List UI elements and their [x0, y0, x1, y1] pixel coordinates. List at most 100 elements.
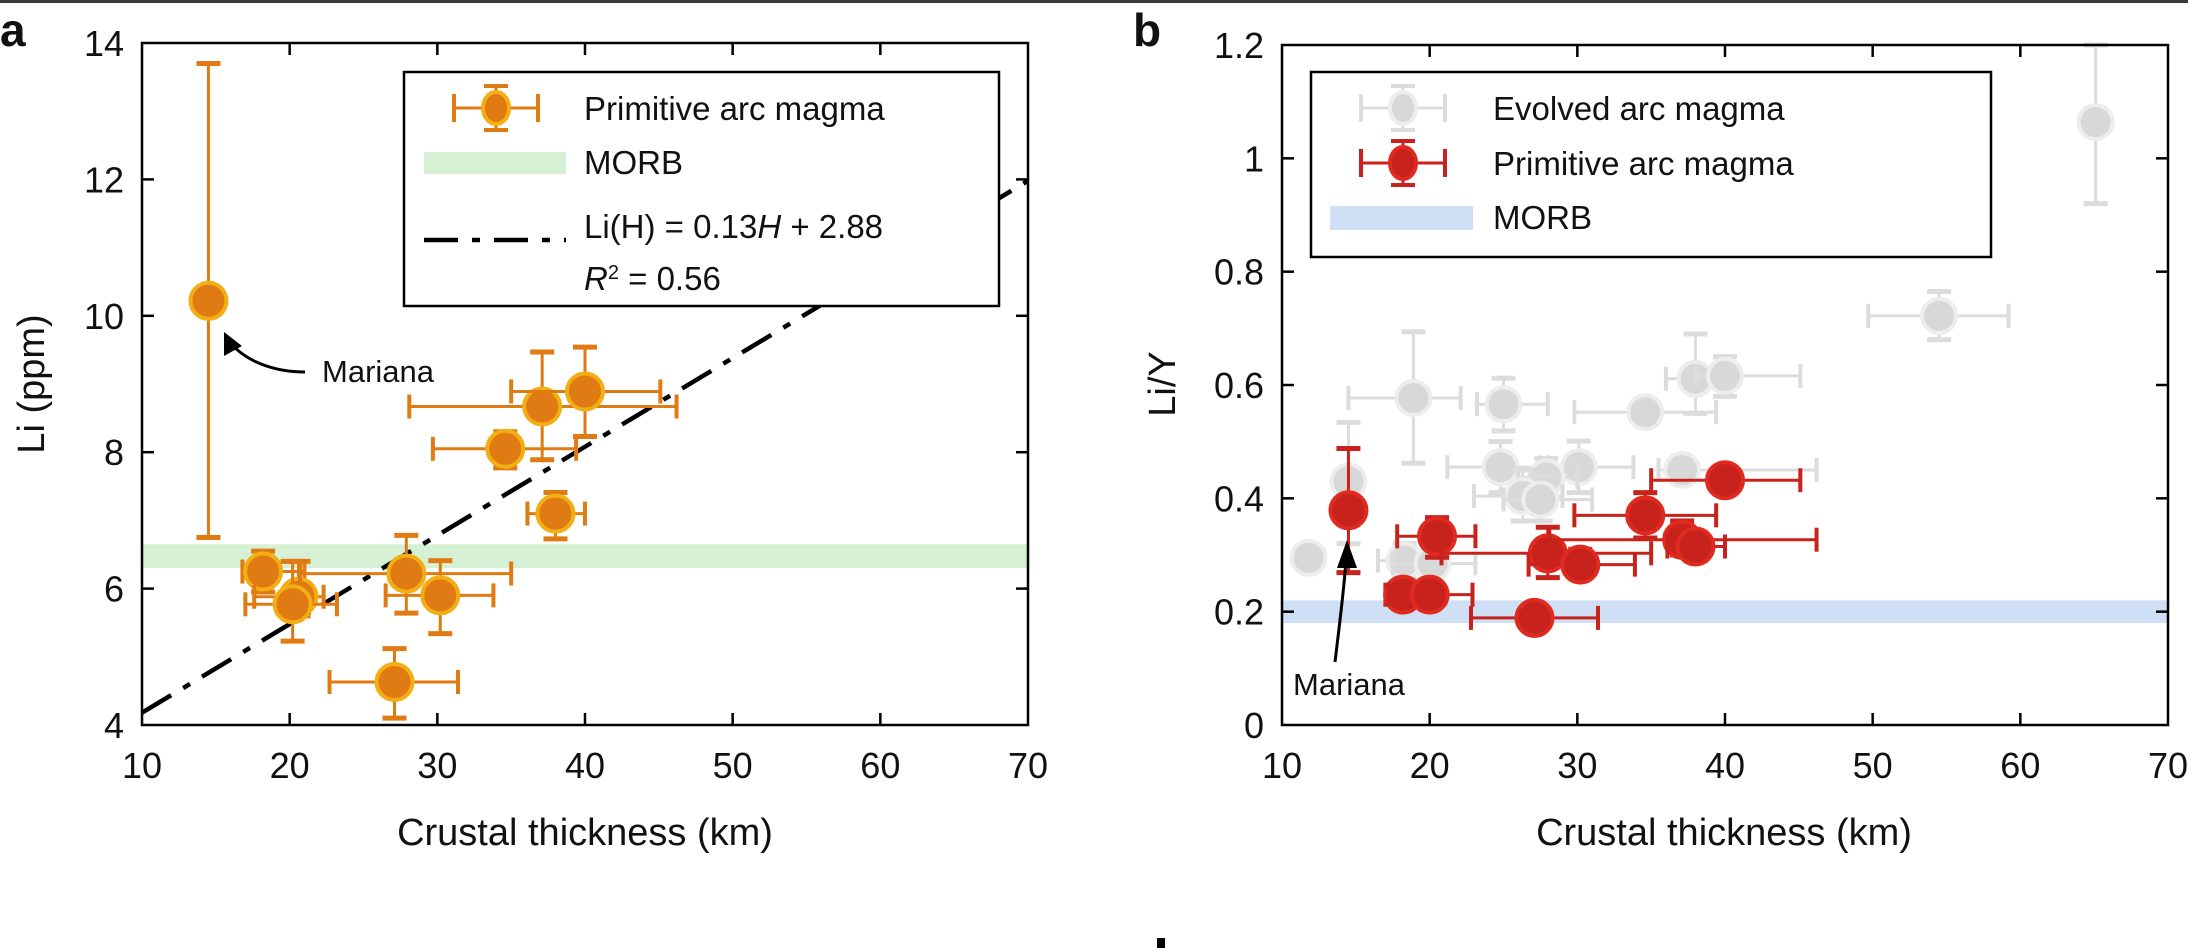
legend-marker	[481, 90, 511, 126]
panel-letter-a: a	[0, 4, 26, 56]
marker	[1560, 544, 1601, 585]
marker	[1705, 460, 1745, 501]
x-tick-label-b: 40	[1705, 745, 1745, 786]
legend-swatch-morb	[424, 152, 566, 174]
marker	[272, 584, 313, 625]
marker	[1920, 296, 1959, 335]
marker	[1514, 597, 1555, 638]
marker	[1289, 538, 1328, 577]
morb-band-a	[142, 544, 1028, 569]
marker	[1409, 574, 1450, 615]
data-point-evolved	[1572, 393, 1719, 432]
y-tick-label-b: 0	[1244, 705, 1264, 746]
data-point-primitive	[1469, 597, 1601, 638]
data-point-evolved	[1474, 375, 1550, 434]
x-tick-label-a: 10	[122, 745, 162, 786]
data-point-primitive	[1386, 574, 1475, 615]
marker	[1417, 516, 1458, 557]
marker	[1394, 379, 1433, 418]
marker	[522, 386, 563, 427]
x-tick-label-b: 20	[1410, 745, 1450, 786]
y-tick-label-b: 0.4	[1214, 478, 1264, 519]
marker	[1484, 385, 1523, 424]
panel-a: a 10 20 30 40 50 60 70 4 6 8 10 12 14 Crustal thickn…	[0, 4, 1048, 854]
marker	[386, 553, 427, 594]
x-tick-label-a: 20	[270, 745, 310, 786]
x-tick-label-b: 60	[2000, 745, 2040, 786]
x-tick-label-a: 70	[1008, 745, 1048, 786]
marker	[374, 662, 415, 703]
primitive-points-a	[188, 60, 679, 721]
legend-box-a	[402, 70, 1001, 308]
data-point-primitive	[407, 349, 679, 463]
marker	[188, 280, 229, 321]
marker	[2076, 103, 2115, 142]
data-point-evolved	[1289, 538, 1328, 577]
legend-a: Primitive arc magma MORB Li(H) = 0.13H + 2…	[402, 70, 1001, 308]
marker	[1675, 526, 1716, 567]
morb-band-rect-a	[142, 544, 1028, 569]
legend-label-fit: Li(H) = 0.13H + 2.88	[584, 208, 883, 245]
marker	[1481, 448, 1520, 487]
x-tick-label-b: 50	[1853, 745, 1893, 786]
marker	[420, 575, 461, 616]
x-tick-label-b: 70	[2148, 745, 2188, 786]
mariana-label-a: Mariana	[322, 354, 435, 389]
data-point-evolved	[1501, 473, 1595, 524]
data-point-primitive	[509, 344, 663, 440]
legend-label-morb: MORB	[584, 144, 683, 181]
y-tick-label-a: 14	[84, 23, 124, 64]
x-tick-label-a: 40	[565, 745, 605, 786]
mariana-arrow-b	[1333, 559, 1348, 663]
mariana-label-b: Mariana	[1293, 667, 1406, 702]
legend-label-r2: R2 = 0.56	[584, 260, 721, 297]
panel-b: b 10 20 30 40 50 60 70 0 0.2 0.4 0.6 0.8 1 1.2 Crusta…	[1133, 4, 2188, 854]
data-point-primitive	[383, 558, 496, 637]
data-point-primitive	[298, 532, 514, 616]
x-tick-label-b: 30	[1557, 745, 1597, 786]
y-tick-label-a: 8	[104, 432, 124, 473]
legend-label-primitive: Primitive arc magma	[584, 90, 885, 127]
marker	[243, 551, 284, 592]
panel-letter-b: b	[1133, 4, 1161, 56]
legend-swatch-morb	[1330, 206, 1473, 230]
data-point-primitive	[243, 558, 339, 644]
legend-marker	[1388, 90, 1418, 126]
y-tick-label-b: 1.2	[1214, 25, 1264, 66]
marker	[1328, 490, 1369, 531]
legend-marker	[1388, 145, 1418, 181]
legend-b: Evolved arc magma Primitive arc magma MORB	[1309, 70, 1993, 259]
mariana-arrowhead-b	[1337, 540, 1357, 568]
data-point-evolved	[1693, 354, 1803, 399]
marker	[485, 428, 526, 469]
x-tick-label-a: 50	[713, 745, 753, 786]
y-tick-label-b: 0.8	[1214, 252, 1264, 293]
data-point-evolved	[1346, 329, 1463, 466]
legend-marker-primitive	[1359, 139, 1447, 187]
data-point-evolved	[2076, 42, 2115, 207]
y-tick-label-a: 12	[84, 159, 124, 200]
data-point-primitive	[525, 489, 587, 542]
y-axis-title-a: Li (ppm)	[11, 314, 53, 453]
data-point-evolved	[1866, 289, 2011, 343]
x-axis-title-a: Crustal thickness (km)	[397, 812, 773, 854]
data-point-primitive	[1395, 515, 1478, 560]
y-tick-label-b: 0.6	[1214, 365, 1264, 406]
marker	[535, 493, 576, 534]
top-border	[0, 0, 2188, 3]
y-tick-label-a: 6	[104, 569, 124, 610]
data-point-primitive	[188, 60, 229, 540]
y-tick-label-a: 4	[104, 705, 124, 746]
data-point-primitive	[430, 428, 579, 471]
data-point-primitive	[1572, 490, 1719, 541]
data-point-primitive	[327, 646, 461, 721]
legend-label-morb: MORB	[1493, 199, 1592, 236]
marker	[1663, 451, 1702, 489]
data-point-primitive	[1665, 526, 1727, 567]
x-axis-title-b: Crustal thickness (km)	[1536, 812, 1912, 854]
points-b	[1289, 42, 2115, 638]
legend-label-evolved: Evolved arc magma	[1493, 90, 1785, 127]
mariana-arrowhead-a	[224, 332, 242, 356]
legend-marker-primitive	[452, 84, 540, 132]
data-point-primitive	[1649, 460, 1803, 501]
